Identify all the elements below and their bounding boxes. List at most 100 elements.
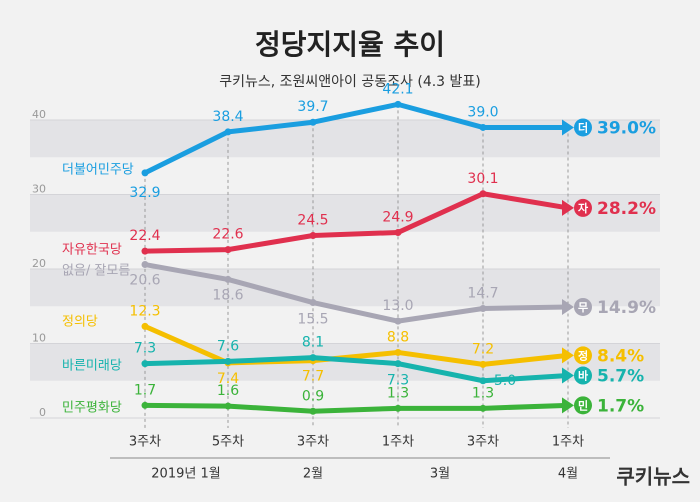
badge-circle [574, 118, 592, 137]
badge: 바 [578, 369, 589, 383]
point [141, 401, 149, 409]
value-label: 39.0 [467, 104, 498, 120]
series-line [144, 355, 569, 384]
point [141, 360, 149, 368]
value-label: 24.9 [382, 209, 413, 225]
series-label: 바른미래당 [62, 359, 122, 374]
value-label: 22.4 [129, 228, 160, 244]
final-value-label: 14.9% [597, 298, 656, 318]
point [141, 247, 149, 255]
arrow-head [562, 199, 574, 216]
badge-circle [574, 396, 592, 415]
badge: 무 [578, 301, 588, 314]
chart-title: 정당지지율 추이 [255, 28, 445, 61]
value-label: 20.6 [129, 273, 160, 289]
point [224, 357, 232, 365]
x-tick-label: 1주차 [382, 435, 414, 450]
point [394, 404, 402, 412]
arrow-head [562, 347, 574, 364]
value-label: 5.0 [494, 373, 516, 389]
value-label: 1.7 [134, 382, 156, 398]
month-label: 2월 [303, 467, 323, 482]
x-tick-label: 3주차 [467, 435, 499, 450]
series-label: 자유한국당 [62, 243, 122, 258]
band [30, 194, 660, 232]
value-label: 0.9 [302, 388, 324, 404]
month-label: 3월 [430, 467, 450, 482]
value-label: 7.6 [217, 338, 239, 354]
point [309, 299, 317, 307]
point [309, 354, 317, 362]
x-tick-label: 3주차 [297, 435, 329, 450]
series-line [143, 324, 569, 367]
value-label: 7.4 [217, 371, 239, 387]
point [141, 169, 149, 177]
point [394, 228, 402, 236]
value-label: 7.3 [387, 373, 409, 389]
series-line [144, 402, 569, 414]
point [394, 348, 402, 356]
value-label: 13.0 [382, 298, 413, 314]
point [479, 123, 487, 131]
y-tick-label: 20 [32, 257, 46, 270]
y-tick-label: 10 [32, 332, 46, 345]
value-label: 22.6 [212, 227, 243, 243]
point [479, 360, 487, 368]
point [479, 404, 487, 412]
value-label: 1.6 [217, 383, 239, 399]
logo: 쿠키뉴스 [616, 465, 690, 489]
badge-circle [574, 366, 592, 385]
final-value-label: 1.7% [597, 396, 644, 416]
month-label: 4월 [558, 467, 578, 482]
chart-subtitle: 쿠키뉴스, 조원씨앤아이 공동조사 (4.3 발표) [219, 74, 481, 90]
point [394, 360, 402, 368]
final-value-label: 8.4% [597, 346, 644, 366]
value-label: 12.3 [129, 303, 160, 319]
value-label: 30.1 [467, 171, 498, 187]
point [309, 118, 317, 126]
point [141, 322, 149, 330]
point [224, 128, 232, 136]
value-label: 7.7 [302, 369, 324, 385]
point [479, 190, 487, 198]
value-label: 32.9 [129, 185, 160, 201]
point [394, 317, 402, 325]
series-label: 더불어민주당 [62, 163, 134, 178]
value-label: 18.6 [212, 287, 243, 303]
point [479, 377, 487, 385]
arrow-head [562, 298, 574, 315]
value-label: 7.3 [134, 341, 156, 357]
x-tick-label: 3주차 [129, 435, 161, 450]
arrow-head [562, 119, 574, 136]
series-label: 민주평화당 [62, 401, 122, 416]
value-label: 14.7 [467, 285, 498, 301]
value-label: 24.5 [297, 212, 328, 228]
value-label: 7.2 [472, 341, 494, 357]
badge-circle [574, 297, 592, 316]
final-value-label: 5.7% [597, 367, 644, 387]
value-label: 8.1 [302, 335, 324, 351]
badge: 자 [578, 201, 589, 215]
arrow-head [562, 397, 574, 414]
x-tick-label: 5주차 [212, 435, 244, 450]
final-value-label: 39.0% [597, 118, 656, 138]
value-label: 15.5 [297, 312, 328, 328]
value-label: 8.8 [387, 329, 409, 345]
badge-circle [574, 198, 592, 217]
value-label: 1.3 [472, 385, 494, 401]
y-tick-label: 30 [32, 183, 46, 196]
value-label: 42.1 [382, 81, 413, 97]
point [394, 100, 402, 108]
point [224, 275, 232, 283]
value-label: 39.7 [297, 99, 328, 115]
y-tick-label: 40 [32, 108, 46, 121]
band [30, 269, 660, 307]
y-tick-label: 0 [39, 406, 46, 419]
point [224, 246, 232, 254]
point [309, 231, 317, 239]
series-line [144, 262, 569, 324]
series-line [144, 191, 569, 254]
badge: 민 [578, 398, 588, 412]
series-label: 없음/ 잘모름 [62, 264, 130, 279]
point [224, 402, 232, 410]
